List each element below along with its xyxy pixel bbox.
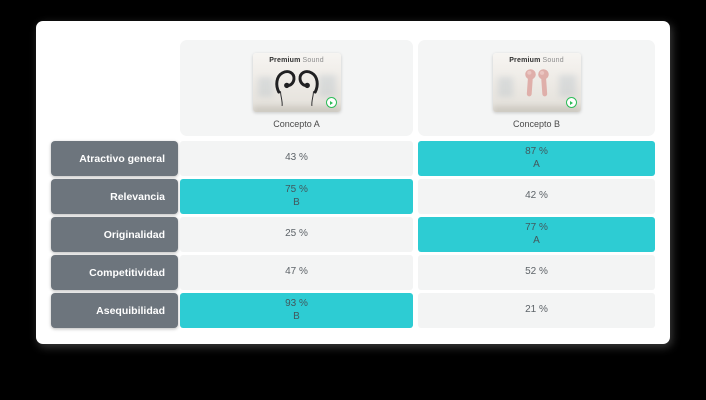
brand-light-text: Sound (302, 57, 324, 64)
brand-light-text: Sound (542, 57, 564, 64)
cell-value: 75 % (285, 184, 308, 195)
cell-concepto-a: 43 % (180, 141, 413, 176)
thumbnail-background-shape (257, 77, 273, 97)
table-row: Atractivo general 43 % 87 % A (51, 141, 655, 176)
results-table: Atractivo general 43 % 87 % A Relevancia… (51, 141, 655, 331)
cell-significance-tag: A (533, 234, 540, 246)
cell-value: 43 % (285, 152, 308, 164)
thumbnail-background-shape (318, 75, 336, 97)
cell-value: 42 % (525, 190, 548, 202)
cell-concepto-b: 42 % (418, 179, 655, 214)
row-label-competitividad: Competitividad (51, 255, 178, 290)
brand-bold-text: Premium (509, 57, 541, 64)
cell-concepto-b: 21 % (418, 293, 655, 328)
concept-a-panel: Premium Sound Concepto A (180, 40, 413, 136)
play-icon[interactable] (565, 97, 577, 108)
concept-b-panel: Premium Sound Concepto B (418, 40, 655, 136)
concept-b-label: Concepto B (512, 119, 561, 129)
table-row: Relevancia 75 % B 42 % (51, 179, 655, 214)
brand-bold-text: Premium (269, 57, 301, 64)
cell-concepto-a: 93 % B (180, 293, 413, 328)
concept-test-results-card: Premium Sound Concepto A (36, 21, 670, 344)
cell-value: 77 % (525, 222, 548, 233)
concept-header-row: Premium Sound Concepto A (180, 40, 655, 136)
row-label-relevancia: Relevancia (51, 179, 178, 214)
cell-significance-tag: A (533, 158, 540, 170)
thumbnail-background-shape (252, 106, 341, 112)
play-icon[interactable] (325, 97, 337, 108)
row-label-atractivo-general: Atractivo general (51, 141, 178, 176)
cell-value: 25 % (285, 228, 308, 240)
black-earhook-earphones-image (274, 70, 319, 106)
table-row: Originalidad 25 % 77 % A (51, 217, 655, 252)
table-row: Competitividad 47 % 52 % (51, 255, 655, 290)
thumbnail-background-shape (497, 77, 513, 97)
pink-stem-earbuds-image (524, 69, 549, 97)
cell-concepto-b: 52 % (418, 255, 655, 290)
row-label-originalidad: Originalidad (51, 217, 178, 252)
table-row: Asequibilidad 93 % B 21 % (51, 293, 655, 328)
thumbnail-brand-text: Premium Sound (253, 57, 341, 65)
cell-value: 52 % (525, 266, 548, 278)
cell-concepto-b: 87 % A (418, 141, 655, 176)
cell-value: 21 % (525, 304, 548, 316)
thumbnail-background-shape (492, 106, 581, 112)
thumbnail-brand-text: Premium Sound (493, 57, 581, 65)
cell-value: 47 % (285, 266, 308, 278)
cell-significance-tag: B (293, 310, 300, 322)
concept-a-video-thumbnail[interactable]: Premium Sound (252, 53, 341, 112)
cell-value: 87 % (525, 146, 548, 157)
cell-concepto-b: 77 % A (418, 217, 655, 252)
concept-a-label: Concepto A (273, 119, 320, 129)
cell-concepto-a: 25 % (180, 217, 413, 252)
cell-significance-tag: B (293, 196, 300, 208)
thumbnail-background-shape (558, 75, 576, 97)
cell-value: 93 % (285, 298, 308, 309)
row-label-asequibilidad: Asequibilidad (51, 293, 178, 328)
cell-concepto-a: 75 % B (180, 179, 413, 214)
concept-b-video-thumbnail[interactable]: Premium Sound (492, 53, 581, 112)
cell-concepto-a: 47 % (180, 255, 413, 290)
